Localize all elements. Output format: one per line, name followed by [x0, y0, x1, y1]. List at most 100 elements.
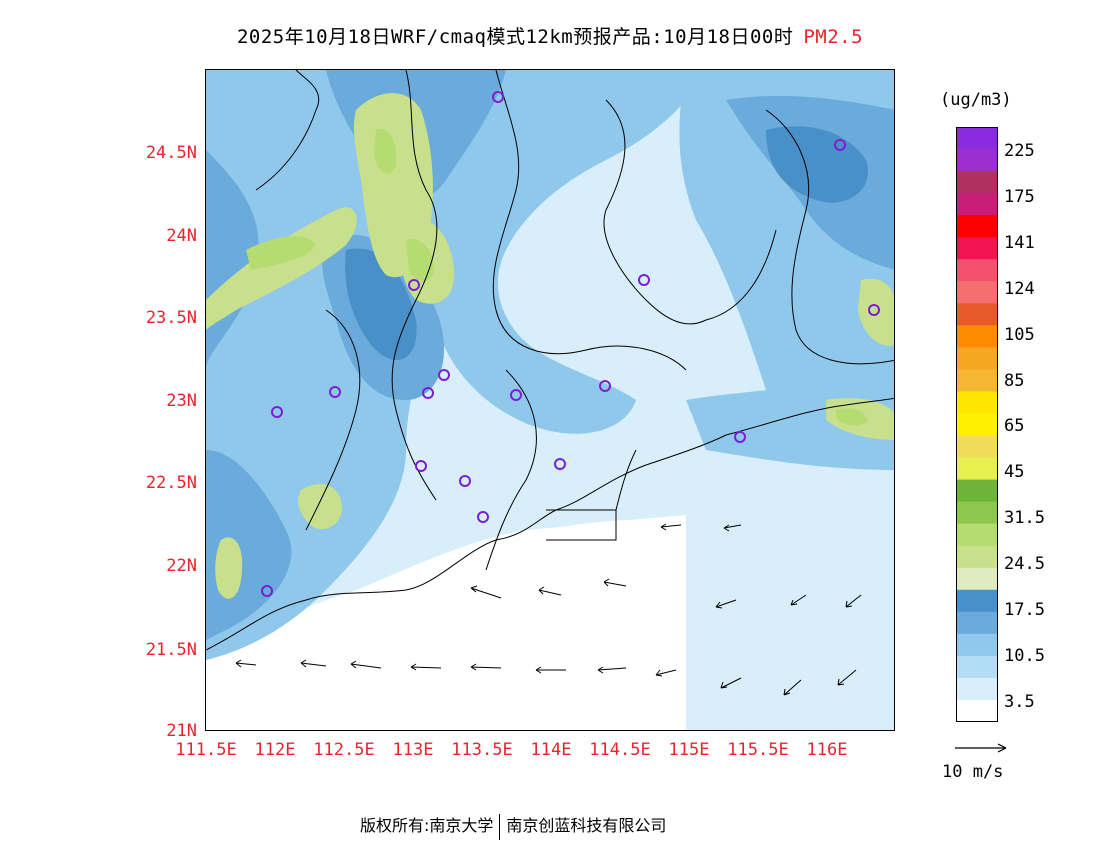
colorbar-border [956, 127, 998, 722]
colorbar-label: 175 [1004, 187, 1035, 207]
boundary-lines [206, 70, 894, 651]
lat-label: 24.5N [145, 143, 197, 163]
station-marker [554, 458, 566, 470]
green-haze-se [858, 278, 894, 346]
station-marker [510, 389, 522, 401]
station-marker [834, 139, 846, 151]
station-marker [868, 304, 880, 316]
colorbar-label: 225 [1004, 141, 1035, 161]
lon-label: 115E [668, 740, 710, 760]
wind-reference-label: 10 m/s [942, 762, 1004, 782]
station-marker [438, 369, 450, 381]
colorbar-unit: (ug/m3) [940, 90, 1012, 110]
green-spot-2 [374, 129, 397, 174]
title-text: 2025年10月18日WRF/cmaq模式12km预报产品:10月18日00时 [236, 26, 794, 48]
colorbar-segment [956, 501, 998, 525]
green-spot-4 [836, 408, 868, 426]
colorbar-label: 17.5 [1004, 600, 1045, 620]
colorbar-segment [956, 413, 998, 437]
station-markers [261, 91, 880, 597]
green-spot-3 [246, 235, 316, 270]
colorbar-segment [956, 369, 998, 392]
pm25-forecast-map [205, 69, 895, 731]
lon-label: 115.5E [727, 740, 789, 760]
company-text: 南京创蓝科技有限公司 [506, 816, 667, 835]
sea-white-area-2 [426, 519, 670, 730]
colorbar-segment [956, 589, 998, 613]
blue-coast-east [686, 370, 894, 470]
colorbar-segment [956, 545, 998, 569]
colorbar-segment [956, 611, 998, 635]
colorbar-segment [956, 391, 998, 414]
wind-reference-arrow-icon [955, 743, 1007, 753]
copyright-text: 版权所有:南京大学 [360, 816, 494, 835]
colorbar-label: 45 [1004, 462, 1025, 482]
wind-vectors [235, 523, 862, 696]
lat-label: 24N [166, 226, 197, 246]
lat-label: 21.5N [145, 640, 197, 660]
station-marker [492, 91, 504, 103]
green-spot-1 [406, 239, 434, 282]
lat-label: 23.5N [145, 308, 197, 328]
map-title: 2025年10月18日WRF/cmaq模式12km预报产品:10月18日00时 P… [0, 22, 1100, 49]
footer: 版权所有:南京大学 南京创蓝科技有限公司 [360, 812, 666, 840]
colorbar-label: 141 [1004, 233, 1035, 253]
colorbar-label: 124 [1004, 279, 1035, 299]
station-marker [261, 585, 273, 597]
colorbar-segment [956, 215, 998, 238]
green-haze-sw2 [215, 537, 243, 599]
colorbar-segment [956, 435, 998, 459]
colorbar-label: 31.5 [1004, 508, 1045, 528]
colorbar-segment [956, 325, 998, 348]
colorbar-label: 65 [1004, 416, 1025, 436]
colorbar-segment [956, 237, 998, 260]
colorbar-segment [956, 523, 998, 547]
lon-label: 114E [530, 740, 572, 760]
station-marker [477, 511, 489, 523]
lat-label: 23N [166, 391, 197, 411]
colorbar-segment [956, 457, 998, 481]
station-marker [408, 279, 420, 291]
station-marker [734, 431, 746, 443]
map-canvas [206, 70, 894, 730]
colorbar-segment [956, 171, 998, 194]
green-haze-sw [298, 484, 342, 530]
colorbar-label: 3.5 [1004, 692, 1035, 712]
lon-label: 116E [806, 740, 848, 760]
station-marker [599, 380, 611, 392]
station-marker [329, 386, 341, 398]
station-marker [415, 460, 427, 472]
lat-label: 22N [166, 556, 197, 576]
lon-label: 112.5E [313, 740, 375, 760]
lon-label: 113.5E [451, 740, 513, 760]
colorbar-segment [956, 567, 998, 591]
colorbar-segment [956, 347, 998, 370]
lon-label: 111.5E [175, 740, 237, 760]
colorbar-label: 10.5 [1004, 646, 1045, 666]
colorbar-label: 105 [1004, 325, 1035, 345]
dark-blue-ne [766, 126, 868, 203]
colorbar-segment [956, 281, 998, 304]
colorbar [956, 127, 998, 722]
lon-label: 112E [254, 740, 296, 760]
colorbar-label: 85 [1004, 371, 1025, 391]
pollutant-label: PM2.5 [803, 26, 864, 48]
station-marker [638, 274, 650, 286]
lon-label: 114.5E [589, 740, 651, 760]
colorbar-segment [956, 677, 998, 701]
station-marker [459, 475, 471, 487]
lat-label: 22.5N [145, 473, 197, 493]
colorbar-segment [956, 479, 998, 503]
colorbar-segment [956, 193, 998, 216]
station-marker [422, 387, 434, 399]
footer-divider [499, 813, 501, 840]
colorbar-segment [956, 699, 998, 722]
colorbar-segment [956, 259, 998, 282]
lat-label: 21N [166, 721, 197, 741]
colorbar-segment [956, 303, 998, 326]
colorbar-segment [956, 127, 998, 150]
colorbar-segment [956, 655, 998, 679]
colorbar-segment [956, 149, 998, 172]
lon-label: 113E [392, 740, 434, 760]
station-marker [271, 406, 283, 418]
